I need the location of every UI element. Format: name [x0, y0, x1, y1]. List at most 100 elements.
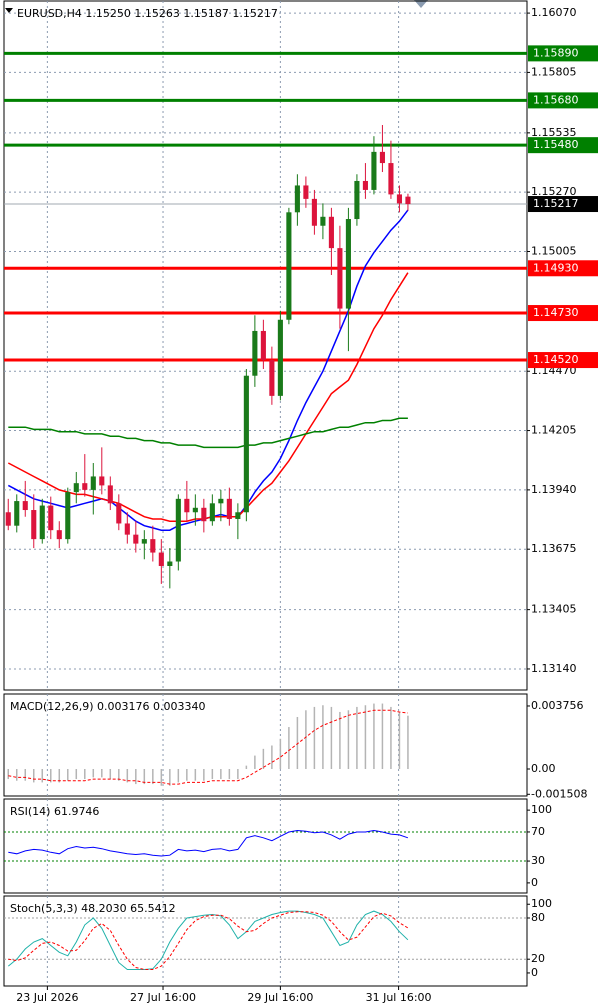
candle-body — [141, 539, 147, 544]
y-tick-label: 1.16070 — [531, 6, 577, 19]
y-tick-label: 1.13675 — [531, 542, 577, 555]
candle-body — [124, 523, 130, 535]
panel-frame — [3, 693, 528, 797]
candle-body — [99, 476, 105, 486]
x-tick-label: 23 Jul 2026 — [16, 991, 78, 1004]
candle-body — [277, 319, 283, 396]
candle-body — [31, 510, 37, 540]
candle-body — [107, 485, 113, 504]
candle-body — [201, 507, 207, 522]
panel-title: MACD(12,26,9) 0.003176 0.003340 — [10, 700, 206, 713]
y-tick-label: 30 — [531, 854, 545, 867]
level-label: 1.15480 — [533, 138, 579, 151]
y-tick-label: 1.15270 — [531, 185, 577, 198]
candle-body — [337, 248, 343, 309]
candle-body — [209, 503, 215, 522]
level-tag — [528, 352, 598, 369]
y-tick-label: 100 — [531, 803, 552, 816]
x-tick-label: 29 Jul 16:00 — [247, 991, 313, 1004]
candle-body — [56, 530, 62, 540]
candle-body — [133, 534, 139, 544]
panel-title: EURUSD,H4 1.15250 1.15263 1.15187 1.1521… — [17, 7, 278, 20]
candle-body — [286, 212, 292, 320]
panel-title: RSI(14) 61.9746 — [10, 805, 99, 818]
y-tick-label: -0.001508 — [531, 787, 587, 800]
candle-body — [379, 151, 385, 164]
x-tick-label: 31 Jul 16:00 — [366, 991, 432, 1004]
y-tick-label: 1.13405 — [531, 603, 577, 616]
candle-body — [184, 498, 190, 513]
candle-body — [362, 180, 368, 190]
y-tick-label: 1.15005 — [531, 244, 577, 257]
candle-body — [405, 196, 411, 205]
level-tag — [528, 92, 598, 109]
level-tag — [528, 305, 598, 322]
indicator-line — [8, 709, 408, 785]
y-tick-label: 80 — [531, 911, 545, 924]
candle-body — [158, 552, 164, 566]
candle-body — [226, 498, 232, 519]
candle-body — [328, 216, 334, 249]
candle-body — [260, 330, 266, 361]
x-tick-label: 27 Jul 16:00 — [130, 991, 196, 1004]
candle-body — [371, 151, 377, 190]
indicator-line — [8, 911, 409, 970]
candle-body — [354, 180, 360, 220]
y-tick-label: 1.13140 — [531, 662, 577, 675]
candle-body — [235, 512, 241, 519]
candle-body — [218, 498, 224, 504]
level-tag — [528, 137, 598, 154]
candle-body — [48, 505, 54, 531]
candle-body — [82, 483, 88, 490]
candle-body — [320, 216, 326, 226]
candle-body — [345, 219, 351, 309]
candle-body — [90, 476, 96, 490]
candle-body — [311, 198, 317, 226]
indicator-line — [8, 829, 409, 857]
level-tag — [528, 260, 598, 277]
y-tick-label: 0 — [531, 876, 538, 889]
panel-frame — [3, 895, 528, 987]
y-tick-label: 1.14205 — [531, 424, 577, 437]
candle-body — [294, 185, 300, 213]
candle-body — [116, 503, 122, 524]
y-tick-label: 1.15805 — [531, 65, 577, 78]
candle-body — [303, 185, 309, 199]
panel-frame — [3, 0, 528, 691]
last-price-label: 1.15217 — [533, 197, 579, 210]
level-label: 1.15680 — [533, 93, 579, 106]
level-label: 1.14730 — [533, 306, 579, 319]
menu-arrow[interactable] — [5, 8, 13, 13]
candle-body — [167, 561, 173, 566]
y-tick-label: 0.00 — [531, 762, 556, 775]
candle-body — [14, 501, 20, 526]
candle-body — [396, 194, 402, 204]
candle-body — [150, 539, 156, 553]
shift-marker[interactable] — [414, 0, 428, 8]
y-tick-label: 1.13940 — [531, 483, 577, 496]
candle-body — [243, 375, 249, 513]
candle-body — [65, 492, 71, 540]
candle-body — [252, 330, 258, 376]
candle-body — [5, 512, 11, 526]
candle-body — [73, 483, 79, 493]
level-label: 1.14520 — [533, 353, 579, 366]
candle-body — [192, 507, 198, 513]
y-tick-label: 70 — [531, 825, 545, 838]
indicator-line — [8, 417, 408, 449]
y-tick-label: 0 — [531, 966, 538, 979]
y-tick-label: 1.15535 — [531, 126, 577, 139]
last-price-tag — [528, 196, 598, 213]
panel-frame — [3, 798, 528, 894]
indicator-line — [7, 910, 409, 970]
y-tick-label: 20 — [531, 952, 545, 965]
y-tick-label: 100 — [531, 897, 552, 910]
indicator-line — [7, 272, 409, 522]
candle-body — [175, 498, 181, 562]
level-label: 1.14930 — [533, 261, 579, 274]
level-label: 1.15890 — [533, 46, 579, 59]
y-tick-label: 0.003756 — [531, 699, 584, 712]
